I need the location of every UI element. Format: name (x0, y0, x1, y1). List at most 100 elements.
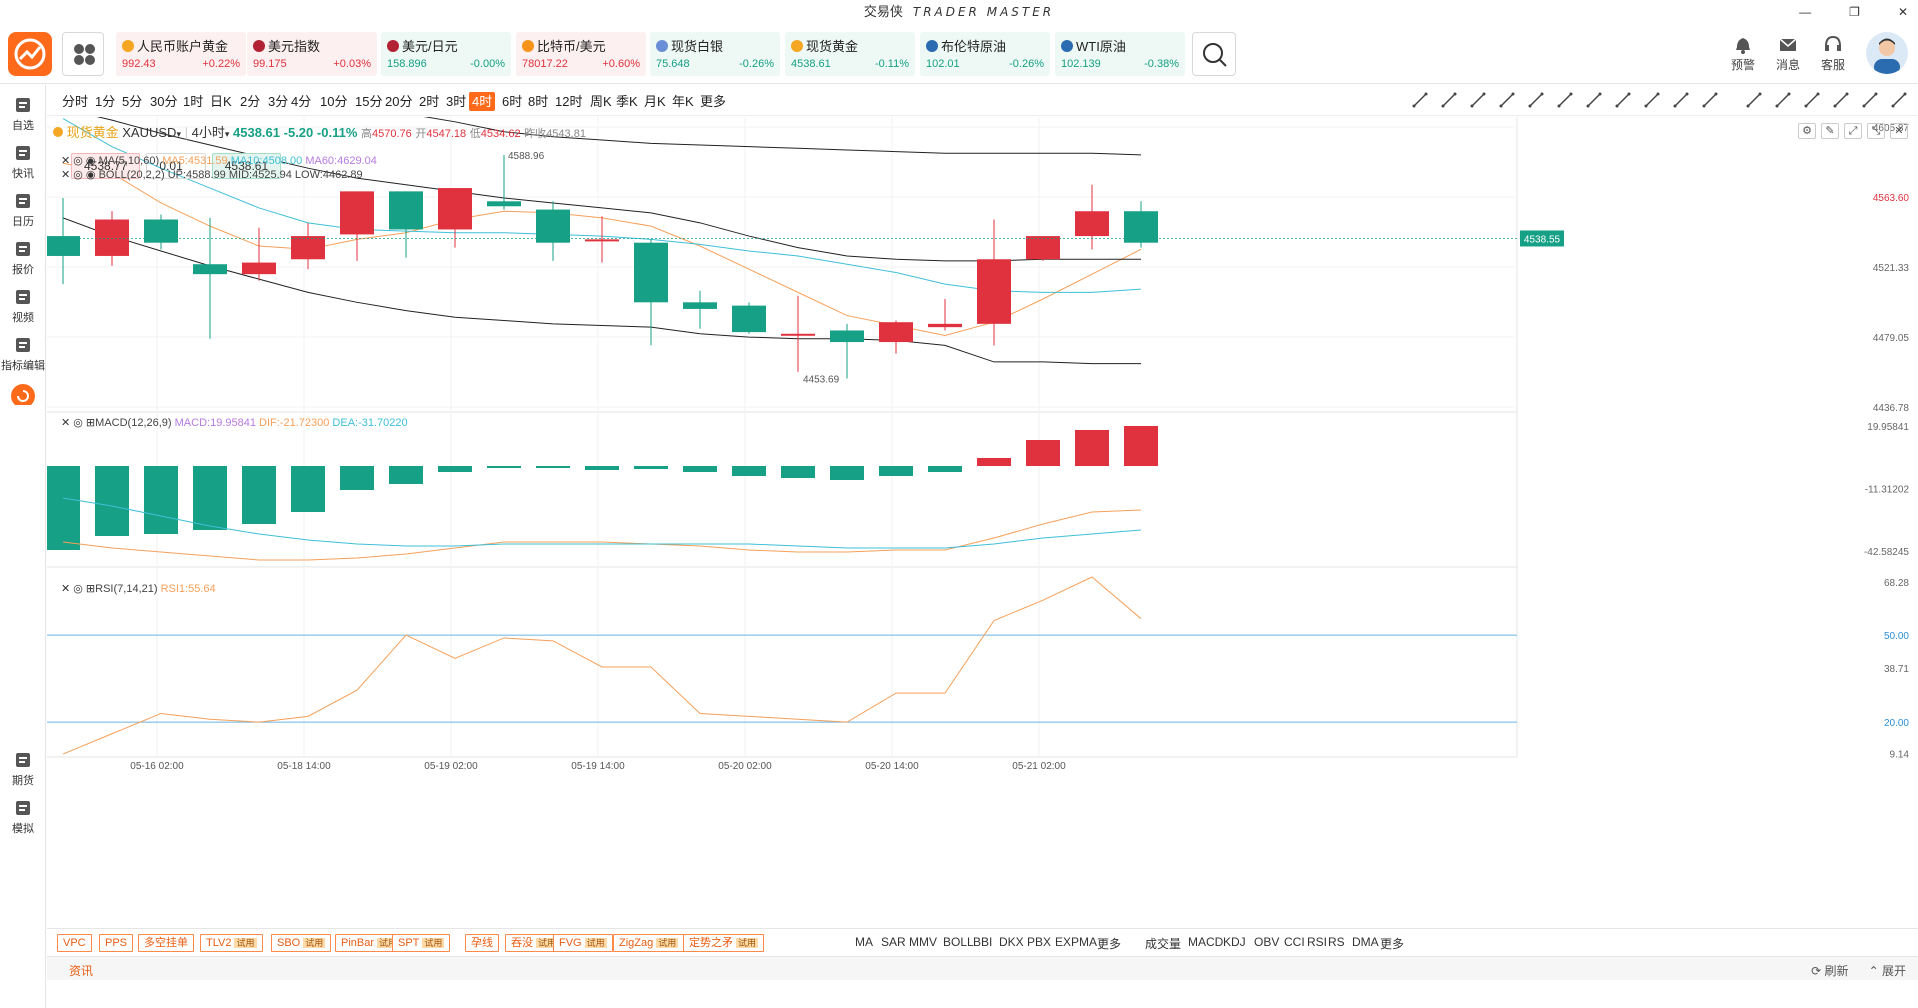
ticker-tile[interactable]: 现货黄金 4538.61 -0.11% (785, 32, 915, 76)
ticker-tile[interactable]: 布伦特原油 102.01 -0.26% (920, 32, 1050, 76)
tool-button[interactable]: VPC (57, 934, 92, 952)
eraser-icon[interactable] (1774, 91, 1792, 109)
period-17[interactable]: 12时 (555, 94, 583, 109)
period-16[interactable]: 8时 (528, 94, 549, 109)
sub-indicator-item[interactable]: 更多 (1380, 937, 1405, 951)
main-indicator-item[interactable]: BOLL (943, 935, 974, 949)
sidebar-item-bookmark[interactable]: 自选 (0, 95, 46, 133)
sub-indicator-item[interactable]: RSI (1307, 935, 1328, 949)
symbol-code[interactable]: XAUUSD (122, 125, 177, 140)
ray-icon[interactable] (1440, 91, 1458, 109)
hline-icon[interactable] (1469, 91, 1487, 109)
chart-canvas[interactable]: 05-16 02:00 05-18 14:00 05-19 02:00 05-19 1… (47, 117, 1918, 927)
period-7[interactable]: 3分 (268, 94, 289, 109)
sidebar-item-news[interactable]: 快讯 (0, 143, 46, 181)
ticker-tile[interactable]: 美元/日元 158.896 -0.00% (381, 32, 511, 76)
period-1[interactable]: 1分 (95, 94, 116, 109)
sub-indicator-item[interactable]: MACD (1188, 935, 1224, 949)
expand-icon[interactable]: ⤢ (1844, 123, 1862, 139)
sub-indicator-item[interactable]: DMA (1352, 935, 1379, 949)
period-12[interactable]: 2时 (419, 94, 440, 109)
period-6[interactable]: 2分 (240, 94, 261, 109)
segment-icon[interactable] (1498, 91, 1516, 109)
headset-button[interactable]: 客服 (1813, 34, 1853, 73)
symbol-name[interactable]: 现货黄金 (66, 125, 119, 140)
period-15[interactable]: 6时 (502, 94, 523, 109)
magnet-icon[interactable] (1803, 91, 1821, 109)
sidebar-item-replay[interactable] (0, 383, 46, 405)
tool-button[interactable]: 吞没 试用 (505, 934, 565, 952)
chart-area[interactable]: 05-16 02:00 05-18 14:00 05-19 02:00 05-19 1… (47, 117, 1918, 927)
sidebar-item-video[interactable]: 视频 (0, 287, 46, 325)
info-title[interactable]: 资讯 (69, 964, 94, 978)
close-icon[interactable]: ✕ (1897, 5, 1908, 19)
tool-button[interactable]: PPS (99, 934, 134, 952)
lock-icon[interactable] (1832, 91, 1850, 109)
close-icon[interactable]: ✕ (61, 169, 71, 181)
sub-indicator-item[interactable]: 成交量 (1145, 937, 1182, 951)
fullscreen-icon[interactable]: ⤡ (1867, 123, 1885, 139)
sub-indicator-item[interactable]: CCI (1284, 935, 1305, 949)
tool-button[interactable]: TLV2 试用 (200, 934, 263, 952)
period-3[interactable]: 30分 (150, 94, 178, 109)
pen-icon[interactable] (1527, 91, 1545, 109)
bell-button[interactable]: 预警 (1723, 34, 1763, 73)
main-indicator-item[interactable]: BBI (973, 935, 993, 949)
tool-button[interactable]: 定势之矛 试用 (683, 934, 765, 952)
period-9[interactable]: 10分 (320, 94, 348, 109)
ticker-tile[interactable]: 美元指数 99.175 +0.03% (247, 32, 377, 76)
interval-select[interactable]: 4小时 (191, 125, 225, 140)
main-indicator-item[interactable]: EXPMA (1055, 935, 1098, 949)
main-indicator-item[interactable]: DKX (999, 935, 1024, 949)
avatar[interactable] (1866, 32, 1908, 74)
chevron-down-icon[interactable]: ▾ (176, 129, 181, 139)
main-indicator-item[interactable]: 更多 (1097, 937, 1122, 951)
period-8[interactable]: 4分 (291, 94, 312, 109)
chart-settings-icon[interactable]: ⚙ (1798, 123, 1816, 139)
apps-grid-button[interactable] (62, 32, 104, 76)
edit-icon[interactable] (1745, 91, 1763, 109)
fan-icon[interactable] (1585, 91, 1603, 109)
search-button[interactable] (1192, 32, 1236, 76)
main-indicator-item[interactable]: SAR (881, 935, 906, 949)
text-icon[interactable] (1701, 91, 1719, 109)
period-5[interactable]: 日K (210, 94, 232, 109)
period-14[interactable]: 4时 (469, 92, 496, 111)
sidebar-item-calendar[interactable]: 日历 (0, 191, 46, 229)
image-icon[interactable] (1643, 91, 1661, 109)
tool-button[interactable]: PinBar 试用 (335, 934, 406, 952)
period-18[interactable]: 周K (590, 94, 612, 109)
edit-icon[interactable]: ✎ (1821, 123, 1839, 139)
trash-icon[interactable] (1890, 91, 1908, 109)
sidebar-item-gamepad[interactable]: 模拟 (0, 798, 46, 836)
restore-icon[interactable]: ❐ (1849, 5, 1860, 19)
lot-stepper[interactable]: 0.01 (146, 153, 206, 179)
close-icon[interactable]: ✕ (61, 417, 71, 429)
close-icon[interactable]: ✕ (1890, 123, 1908, 139)
tool-button[interactable]: SPT 试用 (392, 934, 451, 952)
eye-icon[interactable] (1861, 91, 1879, 109)
refresh-button[interactable]: 刷新 (1824, 964, 1849, 978)
close-icon[interactable]: ✕ (61, 155, 71, 167)
tool-button[interactable]: ZigZag 试用 (613, 934, 685, 952)
trendline-icon[interactable] (1411, 91, 1429, 109)
fib-icon[interactable] (1556, 91, 1574, 109)
main-indicator-item[interactable]: PBX (1027, 935, 1052, 949)
buy-price-button[interactable]: 4538.61 (211, 153, 282, 179)
collapse-button[interactable]: 展开 (1881, 964, 1906, 978)
tool-button[interactable]: FVG 试用 (553, 934, 613, 952)
period-13[interactable]: 3时 (446, 94, 467, 109)
ticker-tile[interactable]: WTI原油 102.139 -0.38% (1055, 32, 1185, 76)
tool-button[interactable]: 孕线 (465, 934, 499, 952)
sub-indicator-item[interactable]: RS (1328, 935, 1345, 949)
period-4[interactable]: 1时 (183, 94, 204, 109)
wave-icon[interactable] (1672, 91, 1690, 109)
tool-button[interactable]: 多空挂单 (138, 934, 194, 952)
sub-indicator-item[interactable]: OBV (1254, 935, 1280, 949)
ticker-tile[interactable]: 人民币账户黄金 992.43 +0.22% (116, 32, 246, 76)
mail-button[interactable]: 消息 (1768, 34, 1808, 73)
period-10[interactable]: 15分 (355, 94, 383, 109)
ticker-tile[interactable]: 现货白银 75.648 -0.26% (650, 32, 780, 76)
sub-indicator-item[interactable]: KDJ (1223, 935, 1246, 949)
sidebar-item-futures[interactable]: 期货 (0, 750, 46, 788)
